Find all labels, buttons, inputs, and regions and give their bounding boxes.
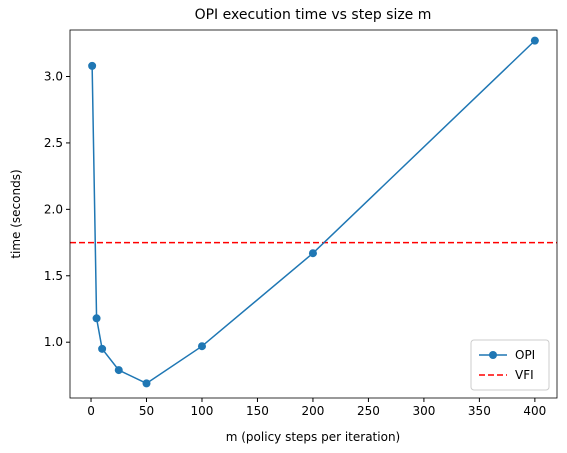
chart-title: OPI execution time vs step size m (195, 7, 432, 23)
legend: OPI VFI (470, 339, 550, 391)
y-tick-label: 3.0 (44, 69, 63, 83)
y-axis-label: time (seconds) (9, 169, 23, 258)
data-point (114, 366, 123, 375)
x-tick-label: 250 (357, 404, 380, 418)
x-tick-label: 50 (139, 404, 154, 418)
x-tick-label: 100 (191, 404, 214, 418)
y-tick-label: 1.0 (44, 335, 63, 349)
data-point (98, 344, 107, 353)
legend-label: OPI (515, 348, 535, 362)
data-line (91, 40, 536, 385)
x-tick-label: 200 (301, 404, 324, 418)
x-tick-label: 0 (87, 404, 95, 418)
y-tick-label: 1.5 (44, 269, 63, 283)
x-tick-label: 350 (468, 404, 491, 418)
data-point (88, 61, 97, 70)
x-tick-label: 400 (523, 404, 546, 418)
plot-frame (69, 29, 558, 399)
y-tick-label: 2.0 (44, 202, 63, 216)
legend-marker (489, 351, 497, 359)
x-tick-label: 150 (246, 404, 269, 418)
x-tick-label: 300 (412, 404, 435, 418)
data-point (530, 36, 539, 45)
data-point (197, 342, 206, 351)
y-tick-label: 2.5 (44, 136, 63, 150)
data-point (92, 314, 101, 323)
data-point (142, 379, 151, 388)
legend-label: VFI (515, 368, 534, 382)
data-point (308, 249, 317, 258)
x-axis-label: m (policy steps per iteration) (226, 430, 400, 444)
legend-box (470, 339, 550, 391)
